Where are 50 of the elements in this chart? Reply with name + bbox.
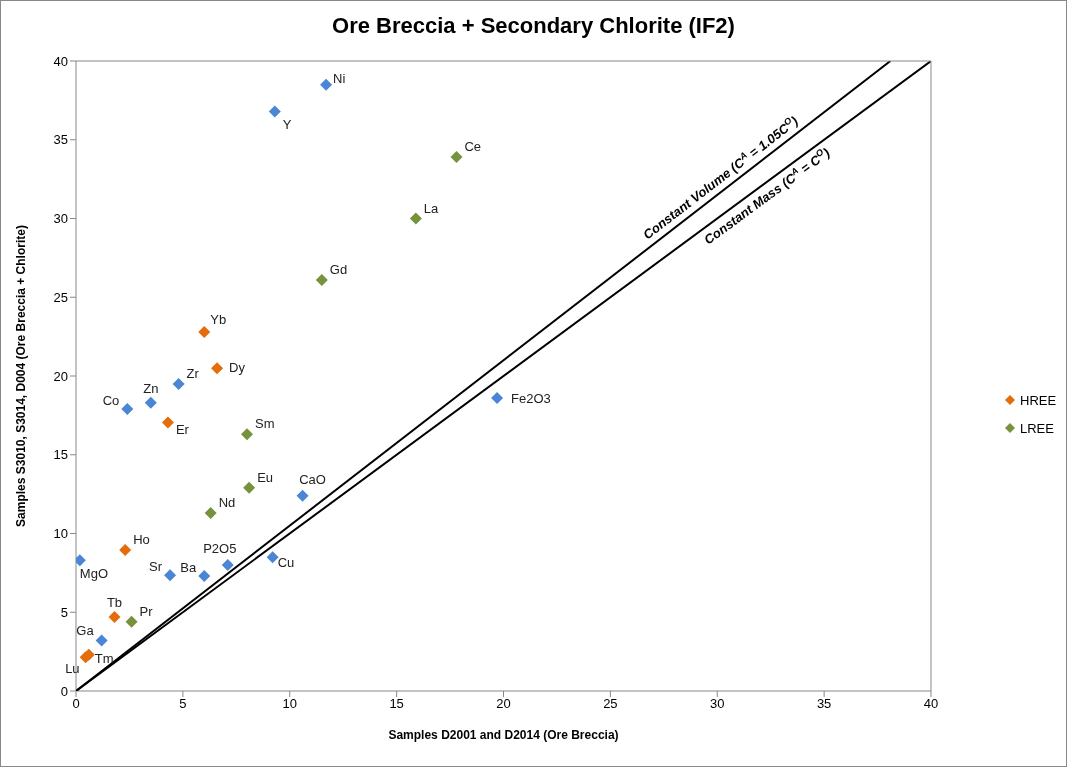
x-tick-label: 15 (389, 696, 404, 712)
data-label: Tb (106, 594, 123, 610)
data-label: Yb (210, 311, 227, 327)
y-tick-label: 30 (53, 211, 68, 227)
data-label: Pr (139, 603, 154, 619)
data-label: Sr (149, 559, 163, 575)
data-label: Cu (277, 555, 295, 571)
data-label: Nd (218, 495, 236, 511)
data-label: Tm (94, 650, 114, 666)
data-label: P2O5 (203, 541, 237, 556)
x-tick-label: 40 (923, 696, 939, 712)
data-label: Zr (186, 365, 200, 381)
x-tick-label: 5 (179, 696, 187, 712)
data-label: CaO (299, 471, 326, 487)
chart-title: Ore Breccia + Secondary Chlorite (IF2) (331, 13, 736, 40)
data-label: Y (282, 117, 292, 133)
data-label: Dy (229, 360, 246, 376)
data-label: Ni (333, 70, 346, 86)
y-tick-label: 35 (53, 132, 68, 148)
data-label: Ho (133, 532, 150, 548)
data-label: Lu (65, 661, 80, 677)
x-axis-title: Samples D2001 and D2014 (Ore Breccia) (388, 728, 619, 742)
y-tick-label: 0 (60, 683, 68, 699)
y-axis-title: Samples S3010, S3014, D004 (Ore Breccia + Chlorite) (14, 225, 29, 527)
y-tick-label: 15 (53, 447, 68, 463)
data-label: Gd (329, 261, 348, 277)
data-label: Sm (255, 416, 275, 432)
data-label: Ce (464, 139, 482, 155)
legend-label: HREE (1020, 392, 1057, 408)
data-label: Fe2O3 (511, 391, 551, 407)
y-tick-label: 40 (53, 53, 68, 69)
y-tick-label: 5 (60, 604, 68, 620)
data-label: Ga (76, 622, 95, 638)
data-label: La (423, 200, 440, 216)
data-label: Er (175, 422, 190, 438)
x-tick-label: 20 (496, 696, 511, 712)
x-tick-label: 0 (72, 696, 80, 712)
data-label: MgO (79, 566, 109, 582)
x-tick-label: 25 (603, 696, 618, 712)
y-tick-label: 10 (53, 526, 68, 542)
x-tick-label: 10 (282, 696, 297, 712)
x-tick-label: 30 (710, 696, 725, 712)
data-label: Eu (257, 469, 274, 485)
x-tick-label: 35 (816, 696, 832, 712)
legend-label: LREE (1020, 420, 1054, 436)
data-label: Co (102, 393, 120, 409)
data-label: Zn (143, 380, 159, 396)
y-tick-label: 25 (53, 289, 68, 305)
y-tick-label: 20 (53, 368, 68, 384)
data-label: Ba (180, 560, 198, 576)
